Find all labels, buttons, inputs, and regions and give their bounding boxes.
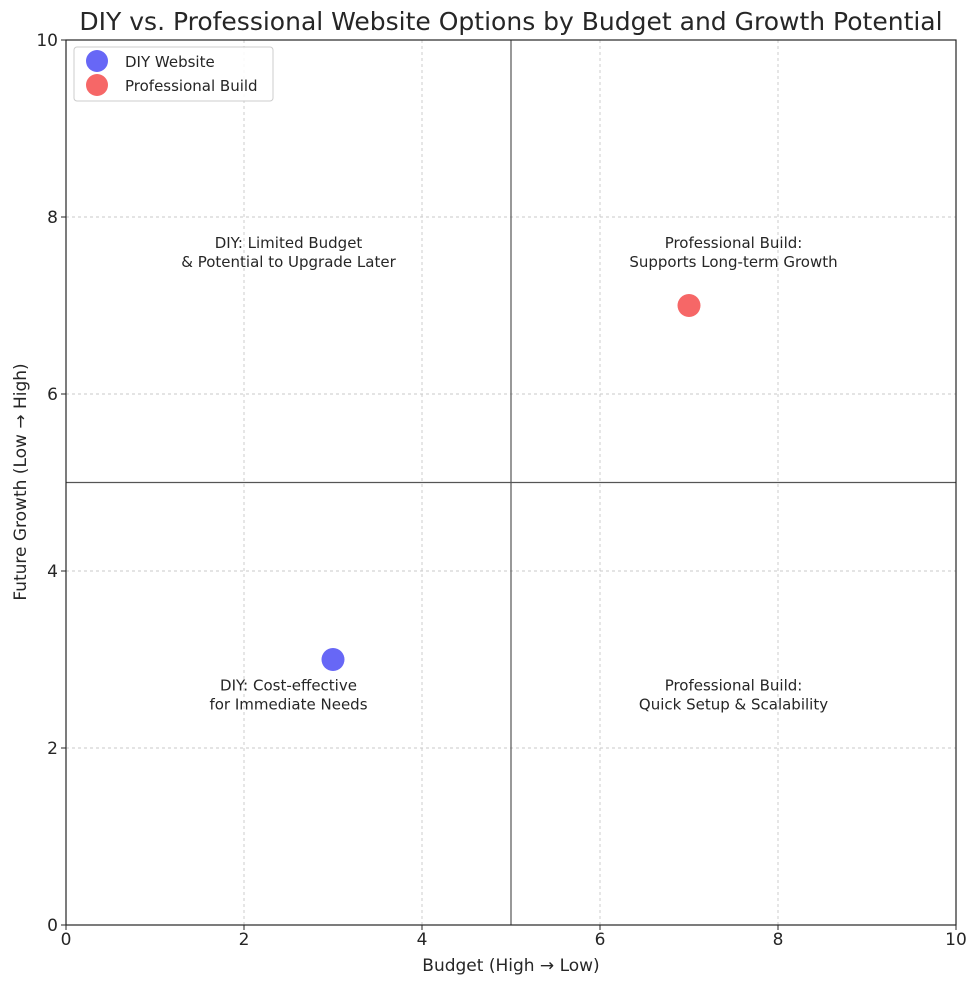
data-points [321, 294, 701, 671]
annotation-line: Supports Long-term Growth [629, 253, 837, 271]
y-tick-label: 6 [47, 385, 58, 405]
plot-frame [65, 39, 957, 926]
quadrant-annotation: Professional Build: Quick Setup & Scalabi… [639, 676, 828, 713]
x-tick-label: 6 [595, 930, 606, 950]
chart-title: DIY vs. Professional Website Options by … [79, 7, 942, 36]
quadrant-annotation: Professional Build: Supports Long-term Gr… [629, 234, 837, 271]
annotation-line: DIY: Cost-effective [220, 676, 357, 694]
x-tick-label: 2 [239, 930, 250, 950]
x-tick-label: 0 [61, 930, 72, 950]
annotation-line: DIY: Limited Budget [215, 234, 363, 252]
legend: DIY Website Professional Build [73, 46, 274, 102]
annotation-line: Professional Build: [665, 234, 803, 252]
legend-marker [86, 74, 108, 96]
reference-lines [66, 40, 956, 925]
y-tick-label: 10 [36, 31, 58, 51]
legend-label: Professional Build [125, 77, 258, 95]
y-tick-label: 2 [47, 739, 58, 759]
quadrant-annotation: DIY: Cost-effective for Immediate Needs [209, 676, 367, 713]
legend-marker [86, 50, 108, 72]
x-tick-label: 4 [417, 930, 428, 950]
annotation-line: & Potential to Upgrade Later [181, 253, 396, 271]
x-tick-label: 8 [773, 930, 784, 950]
legend-label: DIY Website [125, 53, 215, 71]
legend-box [73, 46, 274, 102]
y-tick-label: 8 [47, 208, 58, 228]
annotation-line: for Immediate Needs [209, 695, 367, 713]
y-tick-label: 4 [47, 562, 58, 582]
axis-ticks: 0 2 4 6 8 10 0 2 4 6 8 10 [36, 31, 966, 950]
y-tick-label: 0 [47, 916, 58, 936]
data-point [677, 294, 701, 317]
annotation-line: Quick Setup & Scalability [639, 695, 828, 713]
quadrant-annotation: DIY: Limited Budget & Potential to Upgrad… [181, 234, 396, 271]
quadrant-annotations: DIY: Limited Budget & Potential to Upgrad… [181, 234, 837, 714]
annotation-line: Professional Build: [665, 676, 803, 694]
data-point [321, 648, 345, 671]
y-axis-label: Future Growth (Low → High) [11, 363, 31, 600]
x-tick-label: 10 [945, 930, 967, 950]
x-axis-label: Budget (High → Low) [422, 956, 599, 976]
